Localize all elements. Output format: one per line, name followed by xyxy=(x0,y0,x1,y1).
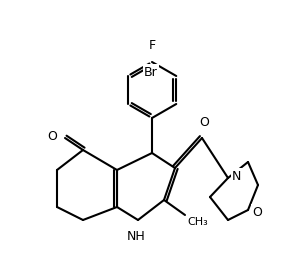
Text: F: F xyxy=(148,39,156,52)
Text: O: O xyxy=(47,129,57,143)
Text: N: N xyxy=(232,170,241,183)
Text: CH₃: CH₃ xyxy=(187,217,208,227)
Text: Br: Br xyxy=(144,65,158,78)
Text: NH: NH xyxy=(127,230,146,243)
Text: O: O xyxy=(199,116,209,129)
Text: O: O xyxy=(252,206,262,218)
